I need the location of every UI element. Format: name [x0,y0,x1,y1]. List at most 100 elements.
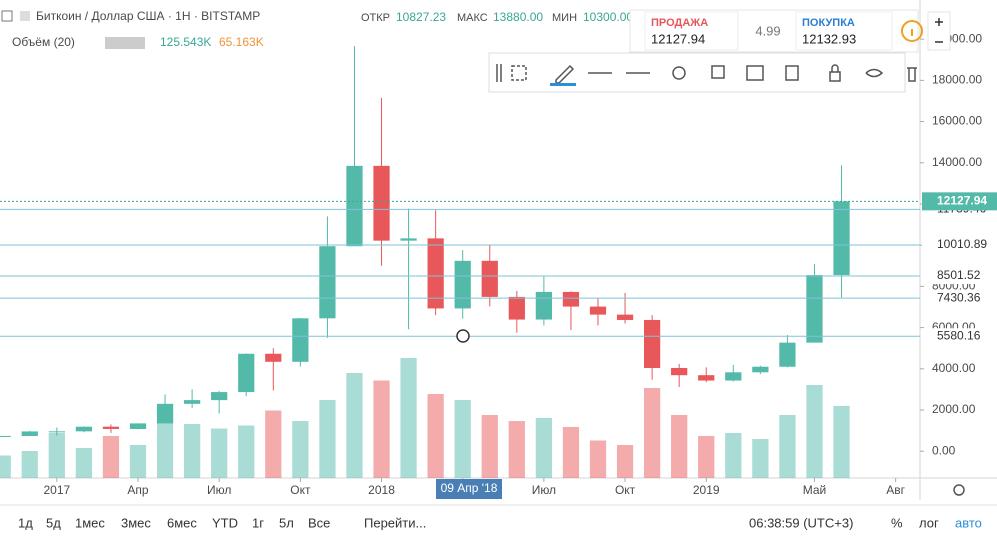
candle-body [373,165,390,241]
low-label: МИН [552,12,577,24]
volume-bar [589,440,607,478]
high-value: 13880.00 [493,10,543,24]
volume-bar [427,394,444,478]
volume-bar [48,433,65,478]
range-button[interactable]: 1мес [75,515,105,530]
candle-body [129,423,147,429]
candle-body [644,319,661,368]
x-tick-label: Окт [290,483,311,497]
volume-bar [211,428,228,478]
open-value: 10827.23 [396,10,446,24]
candle-body [346,165,363,247]
volume-bar [671,415,688,478]
sell-price: 12127.94 [651,31,705,46]
volume-bar [346,373,363,478]
crosshair-label-box [436,479,502,499]
volume-bar [616,445,634,478]
goto[interactable]: Перейти... [364,515,426,530]
volume-bar [265,410,282,478]
candle-body [265,353,282,362]
crosshair-label: 09 Апр '18 [441,481,498,495]
range-button[interactable]: 5л [279,515,294,530]
candle-body [0,435,11,437]
x-tick-label: Окт [615,483,636,497]
volume-bar [481,415,498,478]
volume-bar [562,427,580,478]
volume-bar [156,421,174,478]
volume-bar [400,358,417,478]
volume-bar [292,421,309,478]
zoom-buttons[interactable] [927,11,951,51]
volume-bar [75,448,92,478]
candle-body [211,392,228,401]
candle-body [319,246,336,319]
volume-bar [373,380,390,478]
sell-button[interactable] [644,11,739,51]
settings-icon[interactable] [953,484,965,496]
candle-body [400,238,417,241]
volume-bar [0,455,11,478]
range-button[interactable]: 1г [252,515,264,530]
y-tick-label: 2000.00 [932,402,976,416]
x-tick-label: Июл [207,483,231,497]
buy-button[interactable] [795,11,893,51]
pen-active [550,83,576,86]
x-tick-label: Авг [886,483,905,497]
log-toggle[interactable]: лог [919,515,939,530]
low-value: 10300.00 [583,10,633,24]
candle-body [454,260,471,309]
candle-body [238,353,255,393]
candle-body [616,314,634,320]
candle-body [806,275,823,343]
volume-bar [454,400,471,478]
level-label-box [922,236,997,253]
x-tick-label: Май [803,483,827,497]
last-price-label: 12127.94 [937,194,987,208]
sell-label: ПРОДАЖА [651,17,708,29]
candle-body [48,431,65,433]
auto-toggle[interactable]: авто [955,515,982,530]
volume-bar [184,424,201,478]
x-tick-label: Апр [127,483,149,497]
open-label: ОТКР [361,12,390,24]
collapse-icon[interactable] [1,10,13,22]
range-button[interactable]: YTD [212,515,238,530]
candle-body [292,318,309,362]
buy-price: 12132.93 [802,31,856,46]
candle-body [427,238,444,309]
volume-bar [129,445,147,478]
range-button[interactable]: 1д [18,515,33,530]
symbol-title[interactable]: Биткоин / Доллар США · 1Н · BITSTAMP [36,9,260,23]
volume-title[interactable]: Объём (20) [12,35,75,49]
range-button[interactable]: 6мес [167,515,197,530]
info-icon[interactable] [901,20,923,42]
candle-body [833,201,850,276]
level-label: 8501.52 [937,268,981,282]
range-button[interactable]: 5д [46,515,61,530]
crosshair-marker [456,329,470,343]
volume-bar [698,436,715,478]
candle-body [156,403,174,424]
level-label-box [922,290,997,307]
clock: 06:38:59 (UTC+3) [749,515,853,530]
buy-label: ПОКУПКА [802,17,855,29]
level-label: 7430.36 [937,290,981,304]
volume-bar [779,415,796,478]
volume-icons[interactable] [105,37,145,49]
candle-body [508,296,525,320]
range-button[interactable]: 3мес [121,515,151,530]
symbol-icon [20,11,30,21]
volume-bar [102,436,120,478]
volume-bar [725,433,742,478]
volume-bar [833,406,850,478]
volume-value: 125.543K [160,35,211,49]
level-label: 10010.89 [937,237,987,251]
candle-body [102,426,120,429]
toolbar-icons[interactable] [496,64,917,84]
candle-body [481,260,498,297]
range-button[interactable]: Все [308,515,330,530]
level-label-box [922,268,997,285]
percent-toggle[interactable]: % [891,515,903,530]
drawing-toolbar [488,52,906,93]
volume-bar [508,421,525,478]
